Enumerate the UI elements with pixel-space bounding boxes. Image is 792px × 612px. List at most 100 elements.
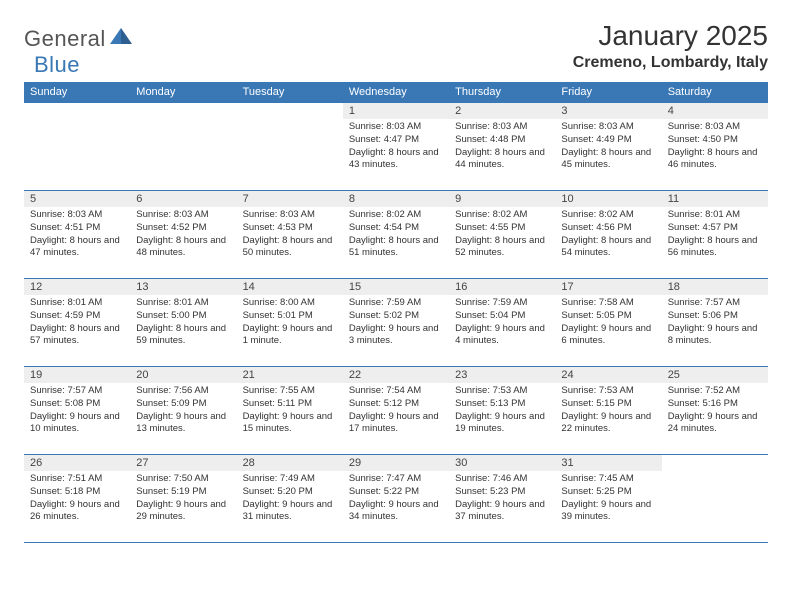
calendar-day-cell: 26Sunrise: 7:51 AMSunset: 5:18 PMDayligh…	[24, 455, 130, 543]
calendar-page: General January 2025 Cremeno, Lombardy, …	[0, 0, 792, 563]
calendar-week-row: 5Sunrise: 8:03 AMSunset: 4:51 PMDaylight…	[24, 191, 768, 279]
day-details: Sunrise: 7:53 AMSunset: 5:13 PMDaylight:…	[449, 383, 555, 440]
calendar-day-cell: 8Sunrise: 8:02 AMSunset: 4:54 PMDaylight…	[343, 191, 449, 279]
calendar-day-cell: 31Sunrise: 7:45 AMSunset: 5:25 PMDayligh…	[555, 455, 661, 543]
calendar-day-cell: 21Sunrise: 7:55 AMSunset: 5:11 PMDayligh…	[237, 367, 343, 455]
calendar-day-cell: 19Sunrise: 7:57 AMSunset: 5:08 PMDayligh…	[24, 367, 130, 455]
day-details: Sunrise: 7:55 AMSunset: 5:11 PMDaylight:…	[237, 383, 343, 440]
day-details: Sunrise: 8:03 AMSunset: 4:52 PMDaylight:…	[130, 207, 236, 264]
day-number: 27	[130, 455, 236, 471]
logo: General	[24, 26, 134, 52]
weekday-header: Saturday	[662, 82, 768, 103]
day-number: 10	[555, 191, 661, 207]
day-details: Sunrise: 7:46 AMSunset: 5:23 PMDaylight:…	[449, 471, 555, 528]
calendar-day-cell: 30Sunrise: 7:46 AMSunset: 5:23 PMDayligh…	[449, 455, 555, 543]
logo-triangle-icon	[110, 28, 132, 49]
day-details: Sunrise: 7:59 AMSunset: 5:04 PMDaylight:…	[449, 295, 555, 352]
day-number: 9	[449, 191, 555, 207]
day-details: Sunrise: 8:03 AMSunset: 4:51 PMDaylight:…	[24, 207, 130, 264]
calendar-day-cell: 3Sunrise: 8:03 AMSunset: 4:49 PMDaylight…	[555, 103, 661, 191]
day-details: Sunrise: 7:54 AMSunset: 5:12 PMDaylight:…	[343, 383, 449, 440]
day-details: Sunrise: 8:03 AMSunset: 4:48 PMDaylight:…	[449, 119, 555, 176]
calendar-day-cell: 13Sunrise: 8:01 AMSunset: 5:00 PMDayligh…	[130, 279, 236, 367]
day-number: 17	[555, 279, 661, 295]
day-details: Sunrise: 8:02 AMSunset: 4:55 PMDaylight:…	[449, 207, 555, 264]
calendar-body: ......1Sunrise: 8:03 AMSunset: 4:47 PMDa…	[24, 103, 768, 543]
weekday-header: Sunday	[24, 82, 130, 103]
calendar-day-cell: 2Sunrise: 8:03 AMSunset: 4:48 PMDaylight…	[449, 103, 555, 191]
day-details: Sunrise: 7:49 AMSunset: 5:20 PMDaylight:…	[237, 471, 343, 528]
day-number: 18	[662, 279, 768, 295]
day-details: Sunrise: 7:58 AMSunset: 5:05 PMDaylight:…	[555, 295, 661, 352]
calendar-table: SundayMondayTuesdayWednesdayThursdayFrid…	[24, 82, 768, 543]
day-number: 19	[24, 367, 130, 383]
day-number: 8	[343, 191, 449, 207]
day-details: Sunrise: 8:03 AMSunset: 4:50 PMDaylight:…	[662, 119, 768, 176]
day-number: 11	[662, 191, 768, 207]
day-number: 4	[662, 103, 768, 119]
day-details: Sunrise: 8:00 AMSunset: 5:01 PMDaylight:…	[237, 295, 343, 352]
calendar-day-cell: 24Sunrise: 7:53 AMSunset: 5:15 PMDayligh…	[555, 367, 661, 455]
calendar-day-cell: 18Sunrise: 7:57 AMSunset: 5:06 PMDayligh…	[662, 279, 768, 367]
day-details: Sunrise: 7:53 AMSunset: 5:15 PMDaylight:…	[555, 383, 661, 440]
calendar-day-cell: 16Sunrise: 7:59 AMSunset: 5:04 PMDayligh…	[449, 279, 555, 367]
calendar-day-cell: 5Sunrise: 8:03 AMSunset: 4:51 PMDaylight…	[24, 191, 130, 279]
day-details: Sunrise: 7:47 AMSunset: 5:22 PMDaylight:…	[343, 471, 449, 528]
day-number: 31	[555, 455, 661, 471]
day-number: 29	[343, 455, 449, 471]
day-details: Sunrise: 7:57 AMSunset: 5:08 PMDaylight:…	[24, 383, 130, 440]
calendar-week-row: ......1Sunrise: 8:03 AMSunset: 4:47 PMDa…	[24, 103, 768, 191]
calendar-day-cell: 12Sunrise: 8:01 AMSunset: 4:59 PMDayligh…	[24, 279, 130, 367]
day-details: Sunrise: 7:59 AMSunset: 5:02 PMDaylight:…	[343, 295, 449, 352]
calendar-week-row: 19Sunrise: 7:57 AMSunset: 5:08 PMDayligh…	[24, 367, 768, 455]
logo-text-blue-wrap: Blue	[34, 52, 80, 78]
calendar-day-cell: 22Sunrise: 7:54 AMSunset: 5:12 PMDayligh…	[343, 367, 449, 455]
day-details: Sunrise: 8:02 AMSunset: 4:54 PMDaylight:…	[343, 207, 449, 264]
calendar-day-cell: 28Sunrise: 7:49 AMSunset: 5:20 PMDayligh…	[237, 455, 343, 543]
calendar-day-cell: 25Sunrise: 7:52 AMSunset: 5:16 PMDayligh…	[662, 367, 768, 455]
day-details: Sunrise: 7:51 AMSunset: 5:18 PMDaylight:…	[24, 471, 130, 528]
day-number: 16	[449, 279, 555, 295]
calendar-day-cell: 15Sunrise: 7:59 AMSunset: 5:02 PMDayligh…	[343, 279, 449, 367]
day-number: 25	[662, 367, 768, 383]
day-number: 20	[130, 367, 236, 383]
calendar-day-cell: ..	[130, 103, 236, 191]
day-details: Sunrise: 7:52 AMSunset: 5:16 PMDaylight:…	[662, 383, 768, 440]
day-number: 1	[343, 103, 449, 119]
calendar-day-cell: 6Sunrise: 8:03 AMSunset: 4:52 PMDaylight…	[130, 191, 236, 279]
calendar-day-cell: 20Sunrise: 7:56 AMSunset: 5:09 PMDayligh…	[130, 367, 236, 455]
calendar-day-cell: 7Sunrise: 8:03 AMSunset: 4:53 PMDaylight…	[237, 191, 343, 279]
day-number: 5	[24, 191, 130, 207]
day-details: Sunrise: 8:02 AMSunset: 4:56 PMDaylight:…	[555, 207, 661, 264]
day-details: Sunrise: 8:01 AMSunset: 5:00 PMDaylight:…	[130, 295, 236, 352]
day-details: Sunrise: 8:01 AMSunset: 4:57 PMDaylight:…	[662, 207, 768, 264]
day-number: 6	[130, 191, 236, 207]
day-details: Sunrise: 7:45 AMSunset: 5:25 PMDaylight:…	[555, 471, 661, 528]
day-number: 24	[555, 367, 661, 383]
day-number: 15	[343, 279, 449, 295]
month-year-title: January 2025	[573, 20, 768, 52]
day-number: 14	[237, 279, 343, 295]
day-details: Sunrise: 7:50 AMSunset: 5:19 PMDaylight:…	[130, 471, 236, 528]
weekday-header: Monday	[130, 82, 236, 103]
calendar-day-cell: 14Sunrise: 8:00 AMSunset: 5:01 PMDayligh…	[237, 279, 343, 367]
weekday-header: Wednesday	[343, 82, 449, 103]
day-number: 30	[449, 455, 555, 471]
calendar-day-cell: 23Sunrise: 7:53 AMSunset: 5:13 PMDayligh…	[449, 367, 555, 455]
calendar-day-cell: 10Sunrise: 8:02 AMSunset: 4:56 PMDayligh…	[555, 191, 661, 279]
day-number: 22	[343, 367, 449, 383]
calendar-week-row: 12Sunrise: 8:01 AMSunset: 4:59 PMDayligh…	[24, 279, 768, 367]
weekday-header: Thursday	[449, 82, 555, 103]
calendar-day-cell: 11Sunrise: 8:01 AMSunset: 4:57 PMDayligh…	[662, 191, 768, 279]
title-block: January 2025 Cremeno, Lombardy, Italy	[573, 20, 768, 72]
calendar-day-cell: 1Sunrise: 8:03 AMSunset: 4:47 PMDaylight…	[343, 103, 449, 191]
day-details: Sunrise: 7:57 AMSunset: 5:06 PMDaylight:…	[662, 295, 768, 352]
weekday-header: Tuesday	[237, 82, 343, 103]
calendar-day-cell: ..	[237, 103, 343, 191]
day-number: 13	[130, 279, 236, 295]
day-details: Sunrise: 7:56 AMSunset: 5:09 PMDaylight:…	[130, 383, 236, 440]
logo-text-blue: Blue	[34, 52, 80, 77]
day-number: 2	[449, 103, 555, 119]
header-row: General January 2025 Cremeno, Lombardy, …	[24, 20, 768, 72]
day-number: 3	[555, 103, 661, 119]
